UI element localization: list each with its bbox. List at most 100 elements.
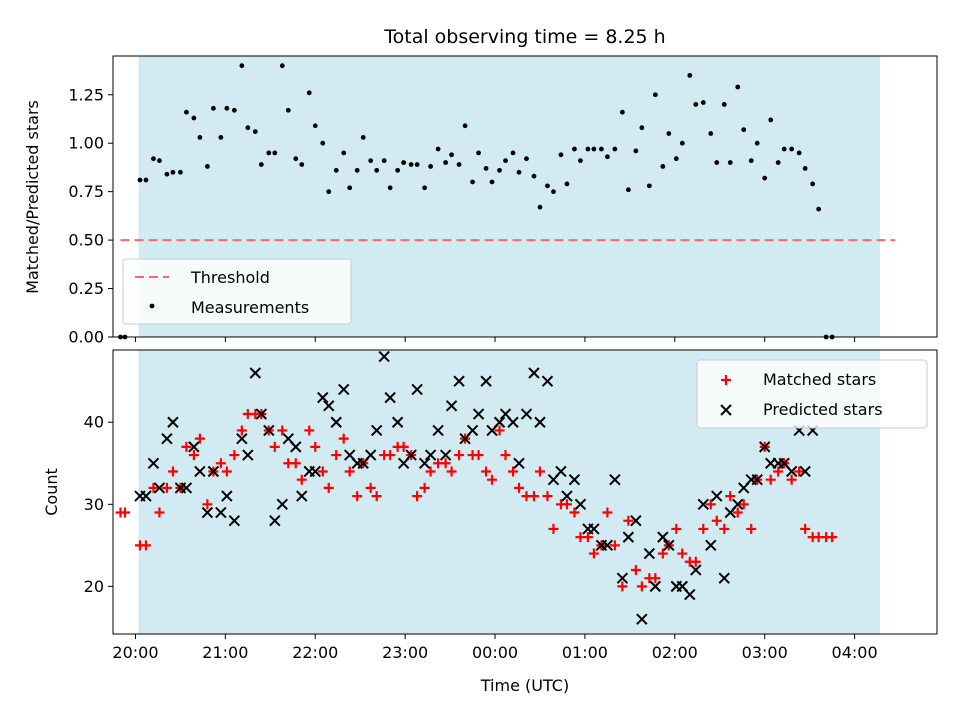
data-point — [191, 115, 197, 121]
data-point — [514, 482, 525, 493]
data-point — [143, 177, 149, 183]
data-point — [800, 523, 811, 534]
data-point — [785, 465, 798, 478]
data-point — [258, 162, 264, 167]
data-point — [630, 515, 642, 527]
data-point — [476, 150, 481, 156]
data-point — [558, 152, 564, 158]
data-point — [609, 473, 621, 486]
data-point — [435, 146, 441, 152]
data-point — [290, 441, 302, 453]
y-tick-label: 0.75 — [68, 182, 104, 201]
data-point — [781, 146, 787, 152]
data-point — [381, 158, 387, 164]
legend-box — [122, 258, 352, 325]
data-point — [215, 506, 227, 519]
x-tick-label: 23:00 — [382, 643, 428, 662]
data-point — [432, 424, 444, 437]
data-point — [775, 160, 781, 165]
data-point — [188, 441, 200, 453]
data-point — [466, 424, 479, 437]
data-point — [333, 167, 339, 173]
data-point — [816, 206, 822, 212]
data-point — [697, 498, 709, 511]
data-point — [718, 572, 730, 584]
data-point — [623, 515, 634, 526]
data-point — [735, 84, 741, 90]
data-point — [751, 473, 763, 486]
data-point — [732, 498, 744, 511]
data-point — [263, 424, 275, 437]
data-point — [649, 580, 662, 593]
data-point — [456, 162, 462, 167]
data-point — [748, 158, 754, 164]
data-point — [293, 156, 299, 162]
data-point — [524, 156, 529, 162]
data-point — [364, 449, 377, 461]
data-point — [612, 146, 618, 152]
data-point — [789, 146, 795, 152]
data-point — [487, 474, 498, 485]
data-point — [296, 474, 307, 485]
data-point — [424, 449, 437, 461]
data-point — [671, 523, 682, 534]
data-point — [229, 450, 240, 461]
data-point — [231, 107, 237, 113]
data-point — [630, 564, 641, 575]
data-point — [473, 450, 484, 461]
data-point — [317, 391, 329, 404]
data-point — [224, 105, 230, 111]
data-point — [569, 507, 580, 518]
data-point — [326, 189, 332, 195]
y-tick-label: 40 — [84, 413, 104, 432]
data-point — [323, 400, 335, 412]
data-point — [428, 164, 434, 169]
axes-frame — [112, 55, 938, 338]
data-point — [276, 498, 289, 511]
data-point — [666, 131, 672, 136]
data-point — [591, 146, 597, 152]
data-point — [568, 473, 581, 486]
data-point — [609, 540, 620, 551]
data-point — [534, 416, 546, 428]
data-point — [338, 433, 349, 444]
data-point — [242, 449, 254, 461]
legend-label: Predicted stars — [763, 400, 883, 419]
legend: Threshold Measurements — [122, 258, 352, 325]
data-point — [277, 425, 288, 436]
data-point — [657, 531, 669, 543]
data-point — [352, 491, 363, 502]
data-point — [531, 173, 537, 179]
data-point — [249, 367, 262, 379]
data-point — [643, 547, 656, 560]
data-point — [323, 482, 334, 493]
y-tick-label: 0.00 — [68, 328, 104, 347]
plot-area: 0.00 0.25 0.50 0.75 1.00 1.25 Threshold Measure… — [68, 55, 938, 662]
data-point — [528, 367, 540, 379]
data-point — [354, 167, 360, 173]
data-point — [252, 129, 258, 134]
data-point — [330, 416, 342, 428]
data-point — [646, 183, 652, 189]
data-point — [714, 160, 720, 165]
data-point — [398, 441, 409, 452]
data-point — [542, 491, 553, 502]
series-measurements — [118, 63, 835, 340]
data-point — [759, 441, 771, 453]
data-point — [395, 167, 401, 173]
x-tick-label: 00:00 — [472, 643, 518, 662]
data-point — [493, 416, 506, 428]
y-tick-label: 20 — [84, 577, 104, 596]
data-point — [673, 156, 679, 162]
data-point — [616, 572, 629, 584]
data-point — [497, 167, 502, 173]
data-point — [574, 498, 587, 511]
legend-matched-swatch — [721, 375, 731, 385]
data-point — [746, 523, 757, 534]
data-point — [422, 185, 428, 191]
data-point — [625, 187, 631, 193]
data-point — [384, 391, 396, 404]
data-point — [290, 458, 301, 469]
data-point — [312, 123, 318, 129]
